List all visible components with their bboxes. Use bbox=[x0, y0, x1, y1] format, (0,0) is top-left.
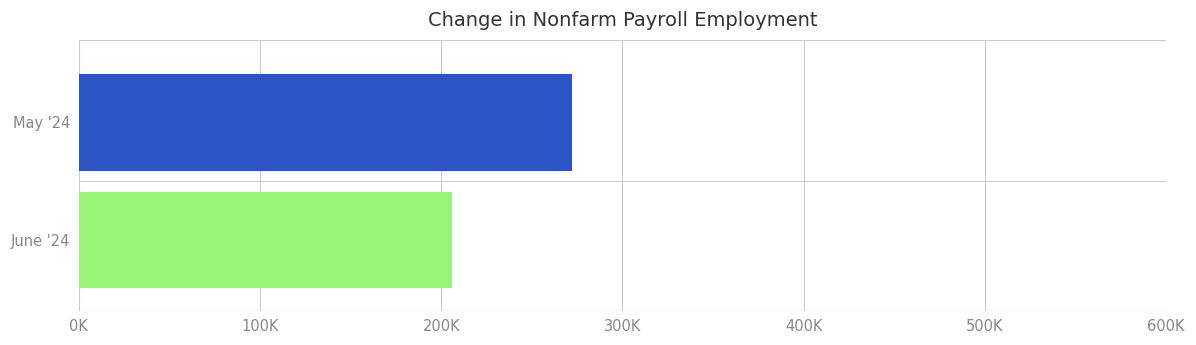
Bar bbox=[79, 74, 572, 170]
Bar bbox=[79, 192, 452, 288]
Title: Change in Nonfarm Payroll Employment: Change in Nonfarm Payroll Employment bbox=[428, 11, 817, 30]
